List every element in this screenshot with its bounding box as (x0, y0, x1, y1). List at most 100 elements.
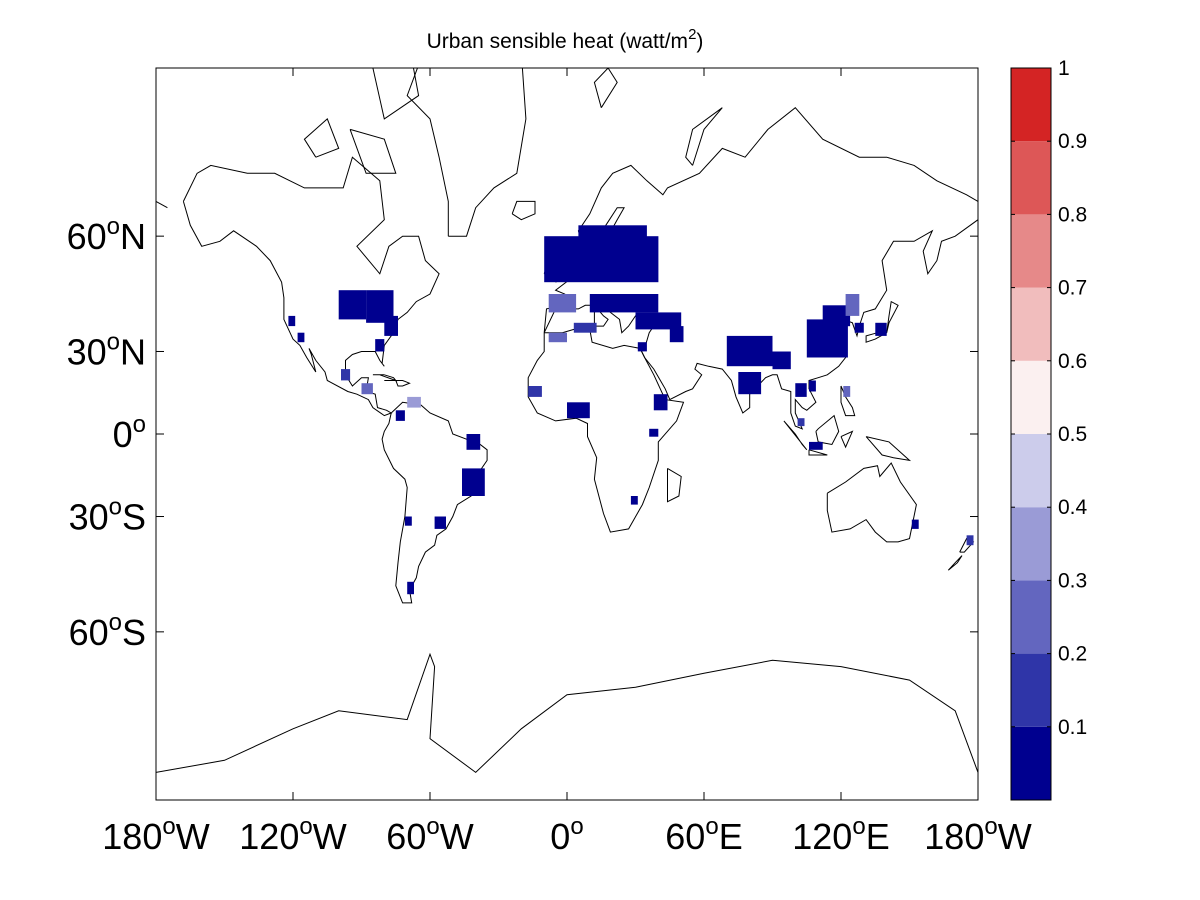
colorbar-tick-label: 1 (1058, 57, 1070, 80)
urban-heat-cell (395, 410, 405, 421)
coastline-segment (593, 68, 618, 108)
urban-heat-cell (653, 394, 668, 411)
urban-heat-cell (297, 332, 305, 343)
colorbar-tick-label: 0.1 (1058, 716, 1087, 739)
urban-heat-cell (404, 516, 412, 526)
coastline-segment (156, 652, 978, 774)
colorbar-bin (1011, 141, 1051, 215)
urban-heat-cell (341, 369, 351, 381)
colorbar-tick-label: 0.8 (1058, 203, 1087, 226)
colorbar-tick-labels: 0.1 0.2 0.3 0.4 0.5 0.6 0.7 0.8 0.9 1 (1011, 57, 1088, 739)
longitude-label: 60oW (386, 813, 473, 857)
coastline-segment (372, 374, 398, 382)
coastline-segment (808, 449, 828, 456)
urban-heat-cell (361, 383, 373, 395)
urban-heat-cell (966, 535, 974, 546)
map-title: Urban sensible heat (watt/m2) (427, 26, 704, 53)
colorbar-tick-label: 0.2 (1058, 643, 1087, 666)
colorbar-bin (1011, 726, 1051, 800)
coastline-segment (349, 128, 397, 174)
longitude-label: 120oW (239, 813, 346, 857)
colorbar-bin (1011, 68, 1051, 142)
urban-heat-cell (822, 305, 851, 327)
coastline-segment (156, 200, 168, 209)
urban-heat-cell (843, 386, 851, 397)
colorbar-tick-label: 0.3 (1058, 569, 1087, 592)
longitude-label: 60oE (665, 813, 742, 857)
urban-heat-cell (384, 315, 398, 336)
urban-heat-cell (911, 519, 919, 529)
urban-heat-cell (637, 342, 647, 352)
colorbar-tick-label: 0.6 (1058, 350, 1087, 373)
urban-heat-cell (795, 383, 807, 397)
urban-heat-cell (434, 516, 446, 529)
coastline-segment (826, 462, 917, 543)
colorbar-bin (1011, 434, 1051, 508)
urban-heat-cell (573, 322, 597, 333)
longitude-label: 120oE (792, 813, 889, 857)
latitude-ticks: 60oN 30oN 0o 30oS 60oS (67, 213, 978, 653)
coastline-segment (527, 328, 685, 533)
coastline-segment (303, 118, 340, 158)
coastline-segment (865, 436, 912, 462)
colorbar: 0.1 0.2 0.3 0.4 0.5 0.6 0.7 0.8 0.9 1 (1010, 57, 1088, 801)
latitude-label: 0o (113, 411, 146, 455)
urban-heat-cell (528, 386, 542, 397)
colorbar-bin (1011, 507, 1051, 581)
urban-heat-cell (578, 225, 647, 252)
urban-heat-cell (635, 312, 682, 330)
urban-heat-cell (630, 496, 638, 505)
colorbar-bin (1011, 360, 1051, 434)
urban-heat-cell (809, 380, 816, 392)
urban-heat-cell (669, 326, 684, 343)
urban-heat-cells (288, 225, 974, 595)
colorbar-bin (1011, 653, 1051, 727)
longitude-label: 0o (550, 813, 583, 857)
colorbar-bin (1011, 580, 1051, 654)
latitude-label: 60oS (69, 609, 146, 653)
colorbar-bins (1011, 68, 1051, 800)
urban-heat-cell (407, 581, 414, 595)
urban-heat-cell (875, 322, 887, 336)
urban-heat-cell (407, 396, 421, 408)
coastline-segment (182, 156, 440, 417)
map-background (156, 68, 978, 800)
urban-heat-cell (738, 372, 762, 395)
urban-heat-cell (845, 294, 860, 316)
urban-heat-cell (288, 315, 296, 327)
latitude-label: 60oN (67, 213, 146, 257)
colorbar-tick-label: 0.7 (1058, 277, 1087, 300)
coastline-segment (511, 200, 536, 221)
longitude-label: 180oW (924, 813, 1031, 857)
coastline-segment (667, 467, 682, 503)
urban-heat-cell (567, 402, 590, 419)
latitude-label: 30oS (69, 494, 146, 538)
colorbar-tick-label: 0.4 (1058, 496, 1088, 519)
coastline-segment (685, 107, 723, 166)
coastline-segment (783, 420, 808, 451)
urban-heat-cell (726, 335, 773, 367)
urban-heat-cell (772, 351, 791, 370)
urban-heat-cell (338, 290, 367, 320)
coastline-segment (381, 401, 488, 604)
urban-heat-cell (462, 468, 485, 496)
longitude-label: 180oW (102, 813, 209, 857)
colorbar-tick-label: 0.5 (1058, 423, 1087, 446)
coastline-segment (639, 219, 978, 430)
coastline-segment (840, 430, 854, 449)
urban-heat-cell (375, 339, 385, 352)
urban-heat-cell (649, 428, 659, 437)
coastline-segment (372, 68, 420, 120)
coastline-segment (406, 68, 527, 237)
urban-heat-cell (548, 332, 567, 343)
urban-heat-cell (809, 441, 823, 450)
latitude-label: 30oN (67, 328, 146, 372)
colorbar-bin (1011, 214, 1051, 288)
colorbar-bin (1011, 287, 1051, 361)
coastline-segment (947, 555, 963, 571)
longitude-ticks: 180oW 120oW 60oW 0o 60oE 120oE 180oW (102, 68, 1032, 857)
urban-heat-cell (854, 322, 864, 333)
urban-heat-cell (589, 294, 659, 313)
